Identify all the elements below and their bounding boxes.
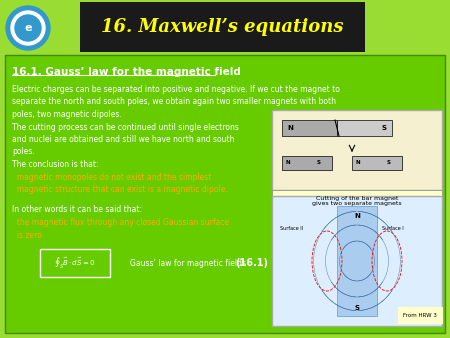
FancyBboxPatch shape <box>5 55 445 333</box>
Text: Cutting of the bar magnet
gives two separate magnets: Cutting of the bar magnet gives two sepa… <box>312 196 402 207</box>
Text: $\oint_S \vec{B} \cdot d\vec{S} = 0$: $\oint_S \vec{B} \cdot d\vec{S} = 0$ <box>54 255 96 271</box>
Text: 16. Maxwell’s equations: 16. Maxwell’s equations <box>101 18 343 36</box>
FancyBboxPatch shape <box>272 196 442 326</box>
Text: Electric charges can be separated into positive and negative. If we cut the magn: Electric charges can be separated into p… <box>12 85 340 94</box>
Bar <box>337 120 392 136</box>
Text: N: N <box>285 161 290 166</box>
Text: N: N <box>354 213 360 219</box>
Text: poles, two magnetic dipoles.: poles, two magnetic dipoles. <box>12 110 122 119</box>
Text: In other words it can be said that:: In other words it can be said that: <box>12 206 142 215</box>
FancyBboxPatch shape <box>272 110 442 190</box>
FancyBboxPatch shape <box>272 190 442 212</box>
Text: magnetic structure that can exist is a magnetic dipole.: magnetic structure that can exist is a m… <box>12 185 228 194</box>
Text: the magnetic flux through any closed Gaussian surface: the magnetic flux through any closed Gau… <box>12 218 229 227</box>
Text: and nuclei are obtained and still we have north and south: and nuclei are obtained and still we hav… <box>12 135 234 144</box>
Text: Surface I: Surface I <box>382 226 404 231</box>
Text: poles.: poles. <box>12 147 35 156</box>
Text: e: e <box>24 23 32 33</box>
Circle shape <box>6 6 50 50</box>
Text: N: N <box>355 161 360 166</box>
Text: S: S <box>317 161 321 166</box>
Text: is zero: is zero <box>12 231 42 240</box>
Text: separate the north and south poles, we obtain again two smaller magnets with bot: separate the north and south poles, we o… <box>12 97 336 106</box>
Text: S: S <box>387 161 391 166</box>
Bar <box>282 120 337 136</box>
Text: S: S <box>355 305 360 311</box>
Bar <box>337 206 377 316</box>
Text: Gauss’ law for magnetic fields: Gauss’ law for magnetic fields <box>130 259 246 267</box>
Text: The cutting process can be continued until single electrons: The cutting process can be continued unt… <box>12 122 239 131</box>
Bar <box>282 156 332 170</box>
FancyBboxPatch shape <box>40 249 110 277</box>
Circle shape <box>15 15 41 41</box>
Text: magnetic monopoles do not exist and the simplest: magnetic monopoles do not exist and the … <box>12 172 211 182</box>
Bar <box>352 156 402 170</box>
Text: S: S <box>382 125 387 131</box>
Text: Surface II: Surface II <box>280 226 303 231</box>
Bar <box>80 2 365 52</box>
Text: 16.1. Gauss’ law for the magnetic field: 16.1. Gauss’ law for the magnetic field <box>12 67 241 77</box>
Text: N: N <box>287 125 293 131</box>
Text: From HRW 3: From HRW 3 <box>403 313 437 318</box>
Text: (16.1): (16.1) <box>235 258 268 268</box>
Circle shape <box>11 11 45 45</box>
Text: The conclusion is that:: The conclusion is that: <box>12 160 99 169</box>
